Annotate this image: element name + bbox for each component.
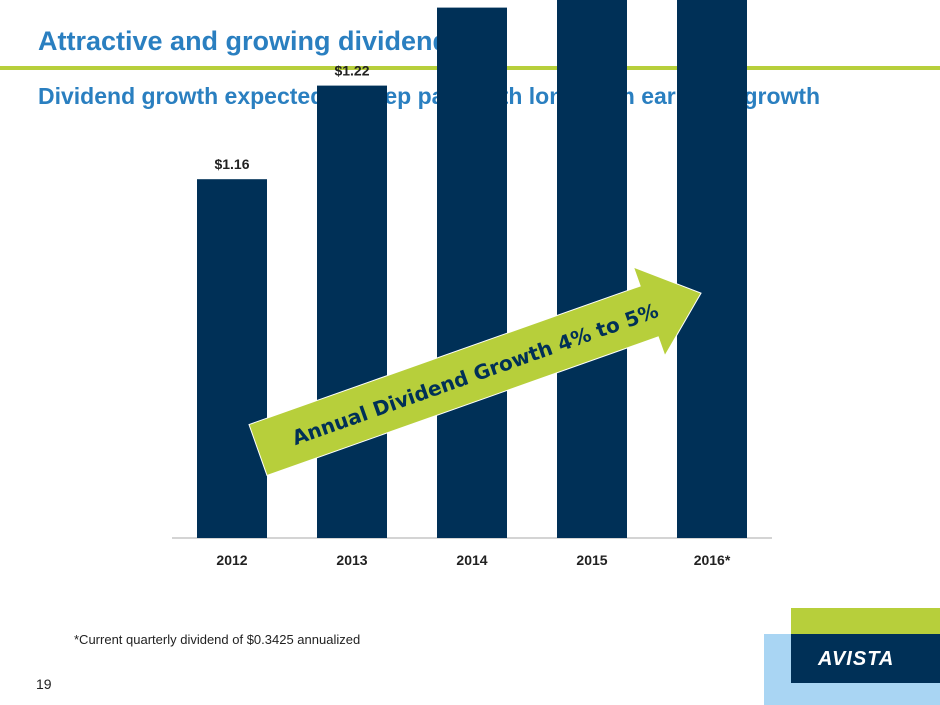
bar-2016 [677,0,747,539]
x-tick-label: 2015 [576,552,607,568]
bar-2015 [557,0,627,539]
data-label: $1.22 [334,63,369,79]
bar-2014 [437,7,507,539]
logo-green-block [791,608,940,634]
page-number: 19 [36,676,52,692]
logo-navy-block [791,634,940,683]
avista-logo-text: AVISTA [818,648,895,670]
x-tick-label: 2016* [694,552,731,568]
x-tick-label: 2012 [216,552,247,568]
slide-title: Attractive and growing dividend [38,26,450,56]
footnote: *Current quarterly dividend of $0.3425 a… [74,632,361,647]
data-label: $1.27 [454,0,489,1]
bar-2012 [197,179,267,538]
x-tick-label: 2014 [456,552,487,568]
data-label: $1.16 [214,156,249,172]
avista-logo: AVISTA [818,648,933,670]
growth-arrow-shape [248,266,702,477]
bar-2013 [317,85,387,538]
x-tick-label: 2013 [336,552,367,568]
